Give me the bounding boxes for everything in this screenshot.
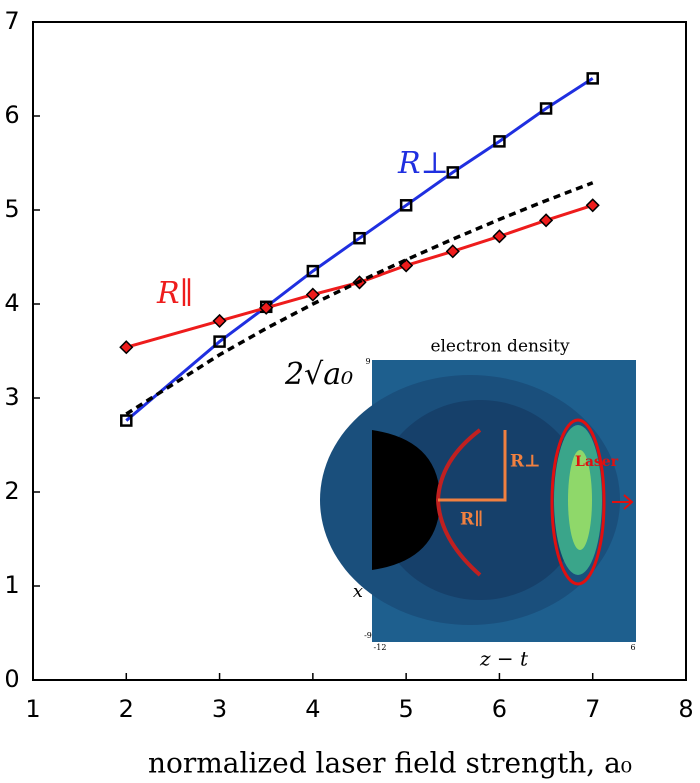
inset-shape — [438, 430, 507, 502]
marker — [493, 135, 506, 148]
y-tick-label: 5 — [4, 195, 19, 223]
inset-tick-label: 6 — [630, 643, 635, 652]
x-tick-label: 8 — [678, 695, 693, 723]
marker — [305, 287, 320, 302]
inset: electron density R⊥ R∥ Laser z − t x -12… — [320, 337, 636, 671]
inset-shape — [550, 418, 606, 586]
x-tick-label: 2 — [119, 695, 134, 723]
series-line — [125, 181, 594, 416]
y-tick-label: 6 — [4, 101, 19, 129]
x-tick-label: 1 — [25, 695, 40, 723]
inset-label: R⊥ — [510, 452, 540, 472]
x-tick-label: 6 — [492, 695, 507, 723]
marker — [539, 102, 553, 115]
marker — [259, 300, 274, 315]
x-tick-label: 3 — [212, 695, 227, 723]
marker — [353, 231, 366, 245]
inset-label: R∥ — [460, 510, 483, 530]
y-tick-label: 4 — [4, 289, 19, 317]
x-axis-label: normalized laser field strength, a₀ — [148, 747, 632, 780]
marker — [539, 213, 554, 228]
marker — [212, 313, 227, 328]
x-tick-label: 7 — [585, 695, 600, 723]
plot-frame — [32, 21, 687, 681]
series-label: 2√a₀ — [284, 357, 353, 392]
inset-shape — [612, 494, 634, 510]
y-tick-label: 0 — [4, 665, 19, 693]
marker — [585, 198, 600, 213]
marker — [399, 199, 413, 212]
series-line — [125, 203, 594, 349]
marker — [120, 414, 133, 427]
marker — [119, 340, 134, 355]
inset-y-label: x — [353, 581, 363, 602]
x-tick-label: 5 — [399, 695, 414, 723]
marker — [213, 335, 226, 348]
x-tick-label: 4 — [305, 695, 320, 723]
marker — [446, 166, 460, 179]
inset-shape — [372, 430, 440, 570]
inset-label: Laser — [575, 454, 619, 470]
y-tick-label: 3 — [4, 383, 19, 411]
series-label: R⊥ — [397, 146, 449, 181]
marker — [586, 72, 599, 85]
marker — [492, 229, 507, 244]
inset-shape — [568, 450, 592, 550]
marker — [445, 244, 460, 259]
inset-tick-label: -9 — [364, 631, 372, 640]
inset-title: electron density — [430, 337, 570, 357]
inset-tick-label: 9 — [365, 357, 370, 366]
y-tick-label: 1 — [4, 571, 19, 599]
series-label: R∥ — [156, 276, 193, 311]
series-line — [125, 77, 594, 422]
y-tick-label: 7 — [4, 7, 19, 35]
marker — [306, 264, 320, 278]
inset-tick-label: -12 — [374, 643, 387, 652]
inset-x-label: z − t — [479, 647, 529, 671]
y-tick-label: 2 — [4, 477, 19, 505]
